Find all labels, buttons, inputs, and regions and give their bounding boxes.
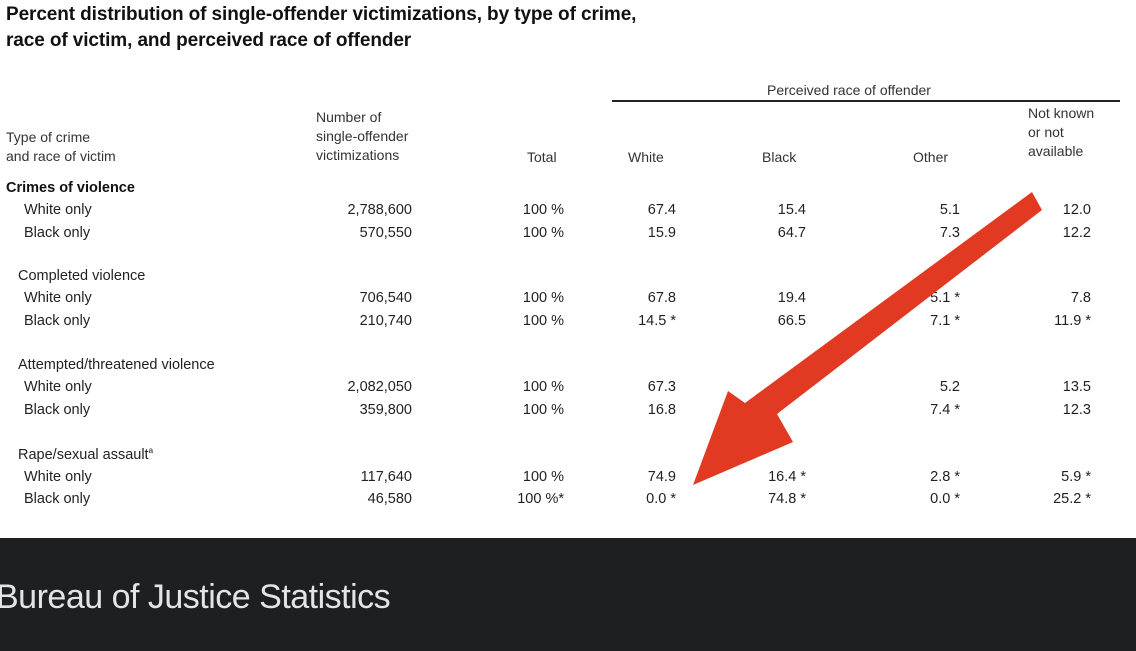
cell-white: 67.8 (647, 290, 676, 306)
cell-other: 5.2 (939, 379, 960, 395)
cell-black: 15.4 (777, 202, 806, 218)
cell-other: 5.1 (939, 202, 960, 218)
row-label: White only (24, 379, 92, 395)
cell-number: 117,640 (360, 469, 412, 485)
cell-total: 100 % (522, 313, 564, 329)
cell-black: 74.8 * (768, 491, 806, 507)
cell-white: 67.3 (647, 379, 676, 395)
cell-number: 359,800 (359, 402, 412, 418)
cell-not-known: 5.9 * (1061, 469, 1091, 485)
cell-not-known: 7.8 (1070, 290, 1091, 306)
section-crimes-of-violence: Crimes of violence (6, 180, 135, 196)
group-label-rape: Rape/sexual assaulta (18, 446, 153, 463)
cell-other: 7.3 (939, 225, 960, 241)
group-label-attempted: Attempted/threatened violence (18, 357, 215, 373)
cell-other: 7.4 * (930, 402, 960, 418)
cell-other: 5.1 * (930, 290, 960, 306)
cell-white: 14.5 * (638, 313, 676, 329)
cell-not-known: 13.5 (1062, 379, 1091, 395)
cell-other: 0.0 * (930, 491, 960, 507)
cell-total: 100 % (522, 469, 564, 485)
cell-not-known: 12.3 (1062, 402, 1091, 418)
group-label-completed: Completed violence (18, 268, 146, 284)
cell-white: 16.8 (647, 402, 676, 418)
header-not-known: Not known or not available (1028, 105, 1095, 159)
cell-number: 210,740 (359, 313, 412, 329)
header-number: Number of single-offender victimizations (316, 109, 409, 163)
header-white: White (628, 149, 664, 165)
document-image: Percent distribution of single-offender … (6, 4, 1120, 507)
cell-white: 15.9 (647, 225, 676, 241)
cell-white: 74.9 (647, 469, 676, 485)
cell-not-known: 12.0 (1062, 202, 1091, 218)
cell-number: 2,082,050 (347, 379, 412, 395)
cell-not-known: 25.2 * (1053, 491, 1091, 507)
header-total: Total (527, 149, 557, 165)
group-label-rape-text: Rape/sexual assault (18, 446, 149, 463)
cell-total: 100 %* (517, 491, 564, 507)
header-black: Black (762, 149, 797, 165)
cell-black: 64.7 (777, 225, 806, 241)
row-label: White only (24, 290, 92, 306)
cell-other: 2.8 * (930, 469, 960, 485)
table-title-line-1: Percent distribution of single-offender … (6, 4, 637, 25)
cell-total: 100 % (522, 225, 564, 241)
cell-black: 19.4 (777, 290, 806, 306)
image-caption: Bureau of Justice Statistics (0, 578, 391, 616)
cell-number: 46,580 (367, 491, 412, 507)
row-label: White only (24, 202, 92, 218)
cell-white: 0.0 * (646, 491, 676, 507)
cell-not-known: 11.9 * (1054, 313, 1091, 329)
cell-total: 100 % (522, 202, 564, 218)
cell-black: 16.4 * (768, 469, 806, 485)
cell-black: 66.5 (777, 313, 806, 329)
cell-number: 2,788,600 (347, 202, 412, 218)
cell-number: 570,550 (359, 225, 412, 241)
cell-white: 67.4 (647, 202, 676, 218)
header-other: Other (913, 149, 949, 165)
cell-other: 7.1 * (930, 313, 960, 329)
cell-not-known: 12.2 (1062, 225, 1091, 241)
header-type-of-crime: Type of crime and race of victim (6, 129, 116, 164)
header-group-rule (612, 100, 1120, 102)
table-title-line-2: race of victim, and perceived race of of… (6, 30, 412, 51)
caption-bar: Bureau of Justice Statistics (0, 538, 1136, 651)
row-label: Black only (24, 402, 91, 418)
cell-total: 100 % (522, 379, 564, 395)
footnote-marker: a (148, 446, 154, 455)
row-label: White only (24, 469, 92, 485)
red-arrow-annotation-icon (693, 192, 1042, 485)
cell-total: 100 % (522, 290, 564, 306)
row-label: Black only (24, 491, 91, 507)
cell-number: 706,540 (359, 290, 412, 306)
header-perceived-race-group: Perceived race of offender (767, 82, 931, 98)
row-label: Black only (24, 225, 91, 241)
row-label: Black only (24, 313, 91, 329)
cell-total: 100 % (522, 402, 564, 418)
